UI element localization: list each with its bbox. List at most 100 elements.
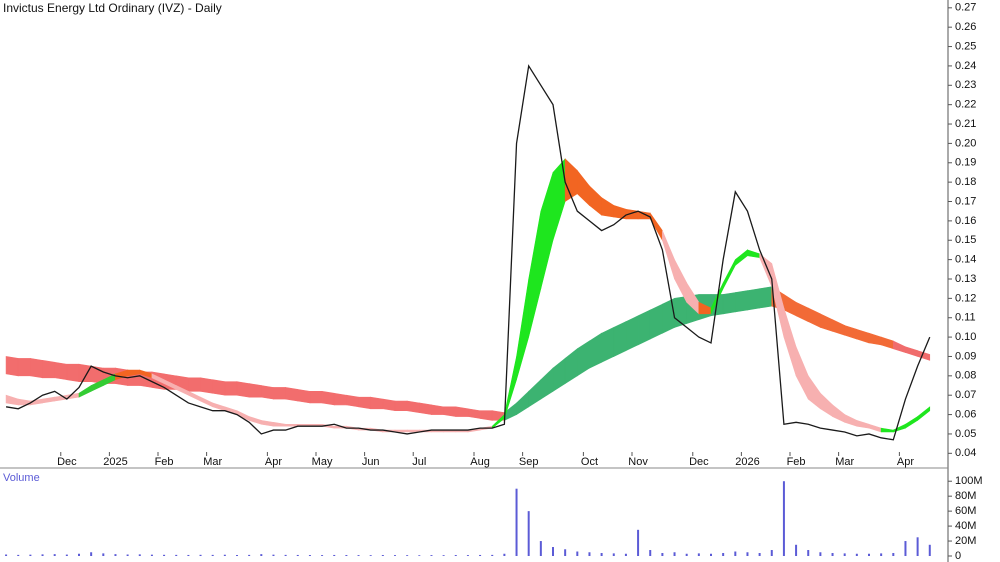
- volume-bar: [588, 552, 591, 556]
- x-tick-label: Mar: [203, 456, 222, 468]
- ribbon-segment: [856, 328, 870, 344]
- y-tick-label: 0.08: [955, 370, 976, 382]
- volume-bar: [916, 537, 919, 556]
- volume-bar: [564, 549, 567, 556]
- y-tick-label: 0.21: [955, 118, 976, 130]
- volume-bar: [65, 554, 68, 556]
- volume-bar: [491, 554, 494, 556]
- y-tick-label: 0.20: [955, 137, 976, 149]
- ribbon-segment: [248, 416, 262, 425]
- volume-bar: [770, 550, 773, 556]
- volume-bar: [308, 555, 311, 556]
- ribbon-segment: [820, 313, 833, 332]
- volume-bar: [369, 555, 372, 556]
- x-tick-label: 2026: [735, 456, 759, 468]
- volume-bar: [904, 541, 907, 556]
- ribbon-segment: [589, 332, 602, 369]
- ribbon-segment: [382, 398, 396, 412]
- ribbon-segment: [333, 392, 347, 406]
- ribbon-segment: [735, 290, 748, 313]
- volume-bar: [527, 511, 530, 556]
- y-tick-label: 0.13: [955, 273, 976, 285]
- ribbon-segment: [637, 309, 651, 346]
- volume-bar: [17, 554, 20, 556]
- volume-bar: [503, 553, 506, 556]
- ribbon-segment: [394, 400, 408, 412]
- y-tick-label: 0: [955, 550, 961, 562]
- x-tick-label: Feb: [787, 456, 806, 468]
- ribbon-segment: [419, 402, 432, 415]
- volume-bar: [272, 554, 275, 556]
- ribbon-segment: [42, 359, 55, 379]
- volume-bar: [211, 554, 214, 556]
- ribbon-segment: [431, 404, 444, 415]
- ribbon-segment: [212, 402, 226, 412]
- ribbon-segment: [370, 396, 384, 410]
- ribbon-segment: [625, 315, 639, 352]
- volume-bar: [114, 554, 117, 556]
- ribbon-segment: [868, 423, 882, 433]
- ribbon-segment: [905, 415, 918, 429]
- volume-bar: [442, 555, 445, 556]
- y-tick-label: 0.22: [955, 99, 976, 111]
- volume-bar: [661, 553, 664, 556]
- volume-bar: [5, 554, 8, 556]
- ribbon-segment: [552, 357, 566, 392]
- ribbon-segment: [856, 419, 870, 429]
- volume-bar: [406, 555, 409, 556]
- volume-bar: [454, 555, 457, 556]
- volume-bar: [685, 553, 688, 556]
- ribbon-segment: [844, 414, 858, 427]
- ribbon-segment: [528, 211, 542, 338]
- ribbon-segment: [649, 212, 663, 242]
- ribbon-segment: [917, 406, 931, 422]
- volume-bar: [734, 551, 737, 556]
- ribbon-segment: [78, 384, 92, 398]
- volume-bar: [624, 553, 627, 556]
- y-tick-label: 0.07: [955, 389, 976, 401]
- ribbon-segment: [358, 396, 371, 410]
- volume-bar: [345, 555, 348, 556]
- ribbon-segment: [5, 356, 19, 377]
- ribbon-segment: [54, 361, 68, 381]
- volume-bar: [260, 554, 263, 556]
- volume-label: Volume: [3, 472, 40, 484]
- volume-bar: [868, 553, 870, 556]
- ribbon-segment: [78, 363, 92, 382]
- volume-bar: [321, 555, 324, 556]
- y-tick-label: 0.17: [955, 195, 976, 207]
- x-tick-label: Oct: [581, 456, 598, 468]
- y-tick-label: 100M: [955, 475, 983, 487]
- ribbon-segment: [17, 358, 31, 377]
- y-tick-label: 0.05: [955, 428, 976, 440]
- ribbon-segment: [273, 387, 286, 400]
- ribbon-segment: [893, 423, 906, 433]
- y-tick-label: 0.19: [955, 157, 976, 169]
- ribbon-segment: [577, 340, 590, 377]
- volume-bar: [29, 554, 32, 556]
- x-tick-label: Nov: [628, 456, 648, 468]
- volume-bar: [418, 555, 421, 556]
- y-tick-label: 40M: [955, 520, 976, 532]
- ribbon-segment: [759, 253, 773, 287]
- volume-bar: [649, 550, 652, 556]
- ribbon-segment: [820, 392, 833, 418]
- volume-bar: [479, 554, 482, 556]
- y-tick-label: 0.15: [955, 234, 976, 246]
- ribbon-segment: [807, 374, 821, 410]
- volume-bar: [53, 554, 56, 556]
- x-tick-label: Dec: [57, 456, 77, 468]
- ribbon-segment: [880, 336, 894, 350]
- x-tick-label: Mar: [835, 456, 854, 468]
- ribbon-segment: [248, 383, 262, 398]
- volume-bar: [78, 553, 80, 556]
- ribbon-segment: [917, 350, 931, 361]
- ribbon-segment: [200, 396, 213, 408]
- volume-bar: [637, 529, 640, 556]
- y-tick-label: 0.27: [955, 2, 976, 14]
- volume-bar: [394, 555, 396, 556]
- volume-bar: [90, 552, 93, 556]
- x-tick-label: Aug: [470, 456, 490, 468]
- x-tick-label: Jul: [412, 456, 426, 468]
